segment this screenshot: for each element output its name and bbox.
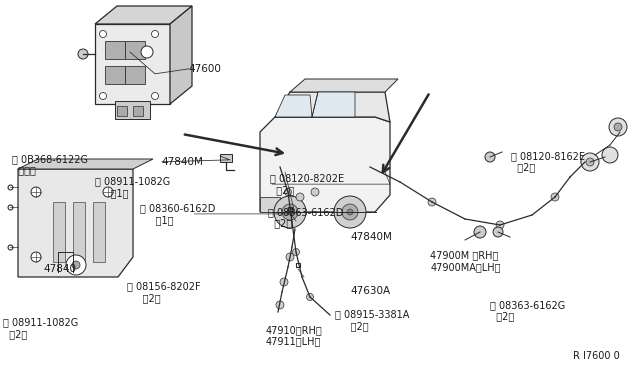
Text: ⓜ 08915-3381A
     （2）: ⓜ 08915-3381A （2） xyxy=(335,309,409,331)
Bar xyxy=(115,101,150,119)
Polygon shape xyxy=(275,95,312,117)
Bar xyxy=(73,202,85,262)
Circle shape xyxy=(551,193,559,201)
Bar xyxy=(105,41,125,59)
Circle shape xyxy=(311,188,319,196)
Circle shape xyxy=(274,196,306,228)
Text: ⒱ 08120-8162E
  （2）: ⒱ 08120-8162E （2） xyxy=(511,151,585,173)
Text: Ⓢ 08363-6162G
  （2）: Ⓢ 08363-6162G （2） xyxy=(490,300,565,321)
Circle shape xyxy=(609,118,627,136)
Bar xyxy=(105,66,125,84)
Circle shape xyxy=(282,204,298,220)
Circle shape xyxy=(296,193,304,201)
Circle shape xyxy=(66,255,86,275)
Bar xyxy=(53,202,65,262)
Text: Ⓝ 08911-1082G
     （1）: Ⓝ 08911-1082G （1） xyxy=(95,176,170,198)
Circle shape xyxy=(287,209,293,215)
Circle shape xyxy=(581,153,599,171)
Text: 47600: 47600 xyxy=(189,64,221,74)
Bar xyxy=(95,24,170,104)
Circle shape xyxy=(152,31,159,38)
Circle shape xyxy=(334,196,366,228)
Circle shape xyxy=(78,49,88,59)
Circle shape xyxy=(280,278,288,286)
Circle shape xyxy=(474,226,486,238)
Polygon shape xyxy=(18,159,153,169)
Text: Ⓝ 08911-1082G
  （2）: Ⓝ 08911-1082G （2） xyxy=(3,317,79,339)
Circle shape xyxy=(581,158,589,166)
Text: Ⓢ 08360-6162D
     （1）: Ⓢ 08360-6162D （1） xyxy=(140,203,215,225)
Circle shape xyxy=(342,204,358,220)
Circle shape xyxy=(493,227,503,237)
Circle shape xyxy=(99,93,106,99)
Bar xyxy=(93,202,105,262)
Circle shape xyxy=(347,209,353,215)
Circle shape xyxy=(72,261,80,269)
Circle shape xyxy=(31,252,41,262)
Circle shape xyxy=(276,301,284,309)
Circle shape xyxy=(292,248,300,256)
Circle shape xyxy=(103,187,113,197)
Text: ⒱ 0B368-6122G
  （１）: ⒱ 0B368-6122G （１） xyxy=(12,154,88,176)
Text: 47840: 47840 xyxy=(44,264,77,273)
Circle shape xyxy=(614,123,622,131)
Text: 47900M （RH）
47900MA（LH）: 47900M （RH） 47900MA（LH） xyxy=(430,250,500,272)
Text: 47840M: 47840M xyxy=(162,157,204,167)
Bar xyxy=(117,106,127,116)
Polygon shape xyxy=(18,169,133,277)
Circle shape xyxy=(31,187,41,197)
Bar xyxy=(220,154,232,162)
Circle shape xyxy=(307,294,314,301)
Polygon shape xyxy=(312,92,355,117)
Polygon shape xyxy=(260,117,390,212)
Circle shape xyxy=(99,31,106,38)
Polygon shape xyxy=(290,79,398,92)
Bar xyxy=(133,106,143,116)
Circle shape xyxy=(485,152,495,162)
Circle shape xyxy=(141,46,153,58)
Bar xyxy=(125,66,145,84)
Text: 47910（RH）
47911（LH）: 47910（RH） 47911（LH） xyxy=(266,325,323,346)
Text: 47630A: 47630A xyxy=(351,286,391,296)
Circle shape xyxy=(286,253,294,261)
Circle shape xyxy=(152,93,159,99)
Bar xyxy=(125,41,145,59)
Text: 47840M: 47840M xyxy=(351,232,392,242)
Bar xyxy=(260,197,280,212)
Circle shape xyxy=(285,189,291,196)
Text: Ⓢ 08363-6162D
  （2）: Ⓢ 08363-6162D （2） xyxy=(268,207,343,228)
Text: ⒱ 08120-8202E
  （2）: ⒱ 08120-8202E （2） xyxy=(270,173,344,195)
Circle shape xyxy=(428,198,436,206)
Circle shape xyxy=(586,158,594,166)
Circle shape xyxy=(602,147,618,163)
Polygon shape xyxy=(170,6,192,104)
Circle shape xyxy=(496,221,504,229)
Polygon shape xyxy=(275,92,390,122)
Text: ⒱ 08156-8202F
     （2）: ⒱ 08156-8202F （2） xyxy=(127,281,200,303)
Text: R I7600 0: R I7600 0 xyxy=(573,352,620,361)
Polygon shape xyxy=(95,6,192,24)
